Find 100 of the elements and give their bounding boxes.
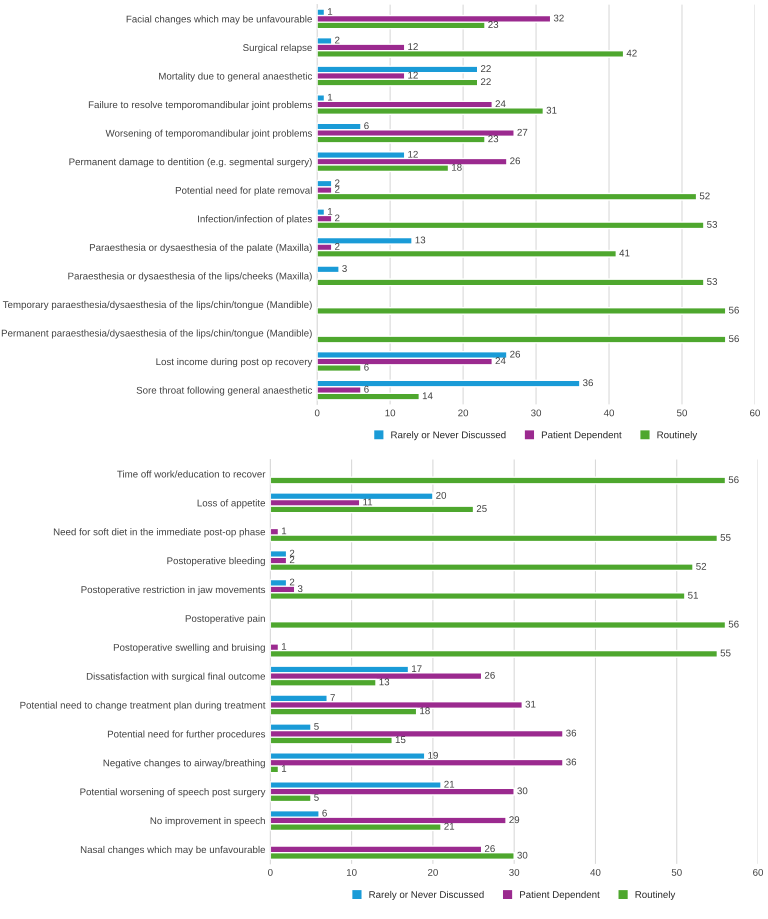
- y-tick-label: Paraesthesia or dysaesthesia of the lips/cheeks (Maxilla): [68, 272, 312, 282]
- data-label: 22: [480, 65, 491, 72]
- data-label: 20: [436, 492, 446, 499]
- data-label: 7: [330, 694, 335, 701]
- data-label: 36: [582, 379, 594, 386]
- data-label: 26: [484, 845, 495, 852]
- data-label: 30: [517, 852, 528, 859]
- data-label: 23: [488, 21, 498, 28]
- y-tick-label: Potential need for further procedures: [108, 730, 266, 740]
- data-label: 18: [420, 707, 430, 714]
- data-label: 1: [328, 208, 332, 215]
- x-tick-label: 0: [268, 868, 273, 876]
- x-tick-label: 40: [590, 868, 600, 876]
- data-label: 26: [510, 157, 520, 164]
- data-label: 2: [290, 556, 294, 564]
- data-label: 24: [496, 100, 506, 108]
- data-label: 41: [619, 250, 630, 256]
- y-tick-label: Permanent paraesthesia/dysaesthesia of the lips/chin/tongue (Mandible): [2, 329, 312, 339]
- data-label: 15: [396, 736, 406, 744]
- data-label: 2: [290, 578, 294, 586]
- data-label: 21: [444, 780, 454, 788]
- y-tick-label: Lost income during post op recovery: [156, 358, 312, 368]
- data-label: 36: [566, 758, 576, 766]
- data-label: 1: [282, 643, 286, 650]
- data-label: 6: [364, 364, 369, 371]
- data-label: 12: [408, 150, 418, 158]
- data-label: 53: [707, 221, 718, 228]
- data-label: 2: [335, 214, 340, 222]
- data-label: 3: [298, 585, 302, 592]
- y-tick-label: Time off work/education to recover: [117, 470, 266, 478]
- x-tick-label: 50: [672, 868, 682, 876]
- data-label: 6: [364, 122, 369, 130]
- bar: [270, 620, 726, 629]
- data-label: 55: [720, 650, 731, 656]
- y-tick-label: Sore throat following general anaesthetic: [136, 386, 312, 396]
- x-tick-label: 20: [458, 409, 468, 416]
- data-label: 36: [566, 730, 576, 736]
- bar: [317, 336, 726, 344]
- y-tick-label: Dissatisfaction with surgical final outcome: [86, 672, 266, 682]
- y-tick-label: Postoperative pain: [186, 614, 265, 624]
- y-tick-label: Potential need for plate removal: [176, 186, 312, 196]
- data-label: 56: [728, 620, 739, 628]
- legend-label: Routinely: [636, 890, 676, 900]
- data-label: 5: [314, 794, 319, 801]
- data-label: 24: [496, 357, 506, 364]
- x-tick-label: 10: [346, 868, 357, 876]
- bar: [270, 476, 726, 485]
- x-tick-label: 20: [428, 868, 438, 876]
- data-label: 31: [546, 106, 556, 114]
- y-tick-label: Failure to resolve temporomandibular joint problems: [88, 101, 312, 110]
- y-tick-label: Postoperative bleeding: [167, 557, 265, 566]
- data-label: 2: [290, 550, 294, 556]
- x-tick-label: 50: [676, 409, 688, 416]
- y-tick-label: Loss of appetite: [198, 499, 266, 508]
- y-tick-label: Potential worsening of speech post surgery: [80, 788, 266, 798]
- data-label: 1: [328, 94, 332, 101]
- legend-label: Patient Dependent: [542, 431, 622, 440]
- data-label: 27: [517, 128, 528, 136]
- data-label: 26: [484, 672, 495, 679]
- bar: [317, 278, 705, 286]
- data-label: 1: [328, 8, 332, 15]
- data-label: 32: [554, 14, 564, 22]
- y-tick-label: Need for soft diet in the immediate post-op phase: [54, 528, 266, 538]
- y-tick-label: Permanent damage to dentition (e.g. segmental surgery): [69, 158, 312, 168]
- data-label: 56: [728, 476, 739, 484]
- data-label: 6: [322, 810, 327, 817]
- legend-label: Rarely or Never Discussed: [369, 890, 484, 900]
- data-label: 56: [728, 335, 739, 342]
- bar: [317, 265, 340, 274]
- legend-label: Routinely: [657, 431, 698, 440]
- data-label: 3: [342, 265, 347, 272]
- y-tick-label: Nasal changes which may be unfavourable: [80, 846, 266, 855]
- data-label: 2: [335, 243, 340, 250]
- data-label: 56: [728, 306, 739, 314]
- data-label: 1: [282, 528, 286, 534]
- data-label: 26: [510, 350, 520, 358]
- data-label: 53: [707, 278, 718, 285]
- data-label: 13: [416, 236, 426, 244]
- data-label: 22: [480, 78, 491, 86]
- y-tick-label: Infection/infection of plates: [198, 215, 312, 224]
- data-label: 30: [517, 787, 528, 794]
- data-label: 12: [408, 43, 418, 50]
- data-label: 52: [696, 562, 706, 570]
- data-label: 42: [626, 50, 637, 56]
- data-label: 6: [364, 386, 369, 393]
- data-label: 19: [428, 752, 438, 759]
- legend-label: Patient Dependent: [520, 890, 600, 900]
- data-label: 31: [525, 700, 536, 708]
- y-tick-label: No improvement in speech: [150, 817, 265, 826]
- y-tick-label: Potential need to change treatment plan during treatment: [20, 701, 266, 711]
- x-tick-label: 60: [753, 868, 764, 876]
- data-label: 23: [488, 135, 498, 142]
- bar: [317, 306, 726, 315]
- x-tick-label: 60: [750, 409, 760, 416]
- x-tick-label: 40: [604, 409, 614, 416]
- data-label: 25: [476, 505, 487, 512]
- data-label: 29: [509, 816, 520, 824]
- y-tick-label: Paraesthesia or dysaesthesia of the palate (Maxilla): [90, 244, 312, 253]
- y-tick-label: Postoperative swelling and bruising: [114, 644, 265, 653]
- x-tick-label: 0: [314, 409, 320, 416]
